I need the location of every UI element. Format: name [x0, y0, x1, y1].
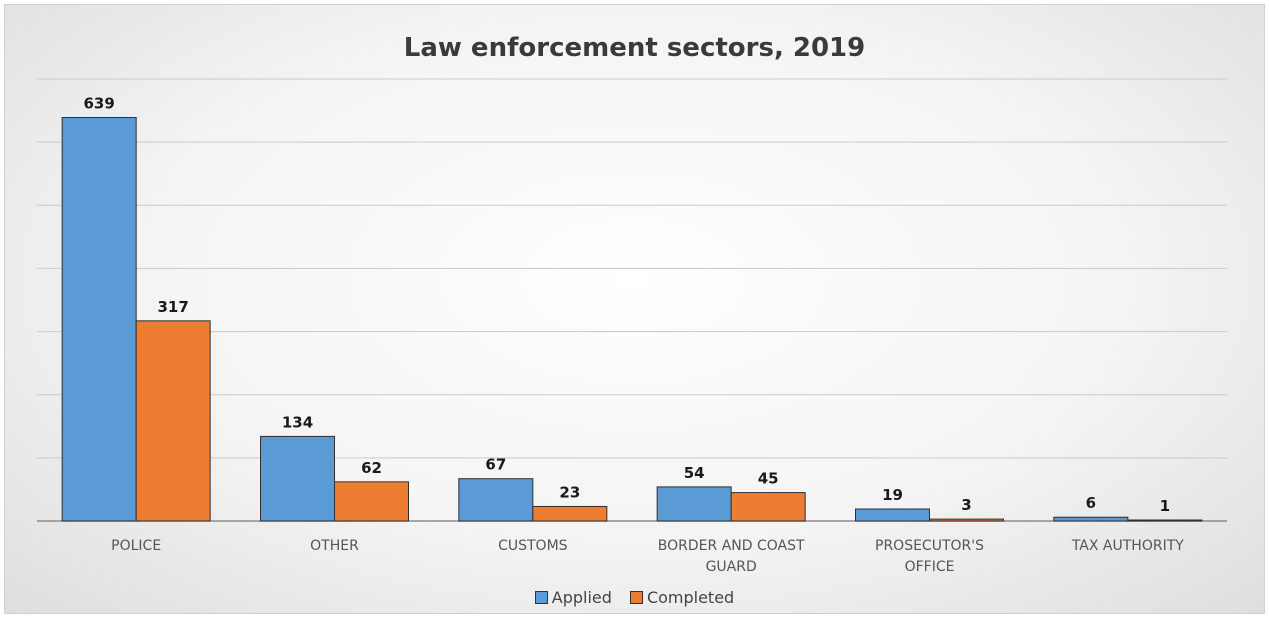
- chart-area: Law enforcement sectors, 2019 639 317 POLI…: [4, 4, 1265, 614]
- bar-applied: [61, 117, 137, 522]
- bar-completed: [532, 505, 608, 522]
- legend-label-completed: Completed: [646, 588, 735, 607]
- x-tick-label: GUARD: [706, 559, 757, 575]
- legend-label-applied: Applied: [551, 588, 612, 607]
- data-label-applied: 134: [282, 413, 313, 431]
- data-label-completed: 317: [158, 298, 189, 316]
- bar-applied: [260, 435, 335, 522]
- bar-applied: [656, 486, 732, 522]
- chart-title: Law enforcement sectors, 2019: [403, 33, 866, 63]
- data-label-applied: 54: [684, 464, 705, 482]
- bar-applied: [855, 508, 930, 522]
- bar-applied: [458, 478, 534, 522]
- x-tick-label: TAX AUTHORITY: [1071, 538, 1184, 554]
- data-label-applied: 67: [485, 456, 506, 474]
- data-label-applied: 6: [1086, 494, 1096, 512]
- legend: Applied Completed: [5, 588, 1264, 607]
- bar-completed: [135, 320, 211, 522]
- data-label-completed: 3: [961, 496, 971, 514]
- legend-item-completed: Completed: [629, 588, 735, 607]
- bar-completed: [730, 492, 806, 522]
- bar-completed: [929, 518, 1004, 522]
- legend-swatch-applied: [534, 591, 548, 604]
- bar-chart: 639 317 POLICE 134 62 OTHER 67 23 CUSTOMS 54 45 BOR…: [37, 78, 1227, 575]
- legend-item-applied: Applied: [534, 588, 612, 607]
- x-tick-label: POLICE: [111, 538, 161, 554]
- x-tick-label: CUSTOMS: [498, 538, 568, 554]
- data-label-completed: 1: [1160, 497, 1170, 515]
- data-label-applied: 639: [84, 95, 115, 113]
- data-label-completed: 23: [559, 483, 580, 501]
- bar-completed: [334, 481, 409, 522]
- x-tick-label: PROSECUTOR'S: [875, 538, 984, 554]
- data-label-applied: 19: [882, 486, 903, 504]
- x-tick-label: OFFICE: [905, 559, 955, 575]
- x-tick-label: BORDER AND COAST: [658, 538, 805, 554]
- data-label-completed: 45: [758, 470, 779, 488]
- x-tick-label: OTHER: [310, 538, 359, 554]
- data-label-completed: 62: [361, 459, 382, 477]
- bar-applied: [1053, 516, 1129, 522]
- bar-completed: [1127, 519, 1203, 522]
- legend-swatch-completed: [629, 591, 643, 604]
